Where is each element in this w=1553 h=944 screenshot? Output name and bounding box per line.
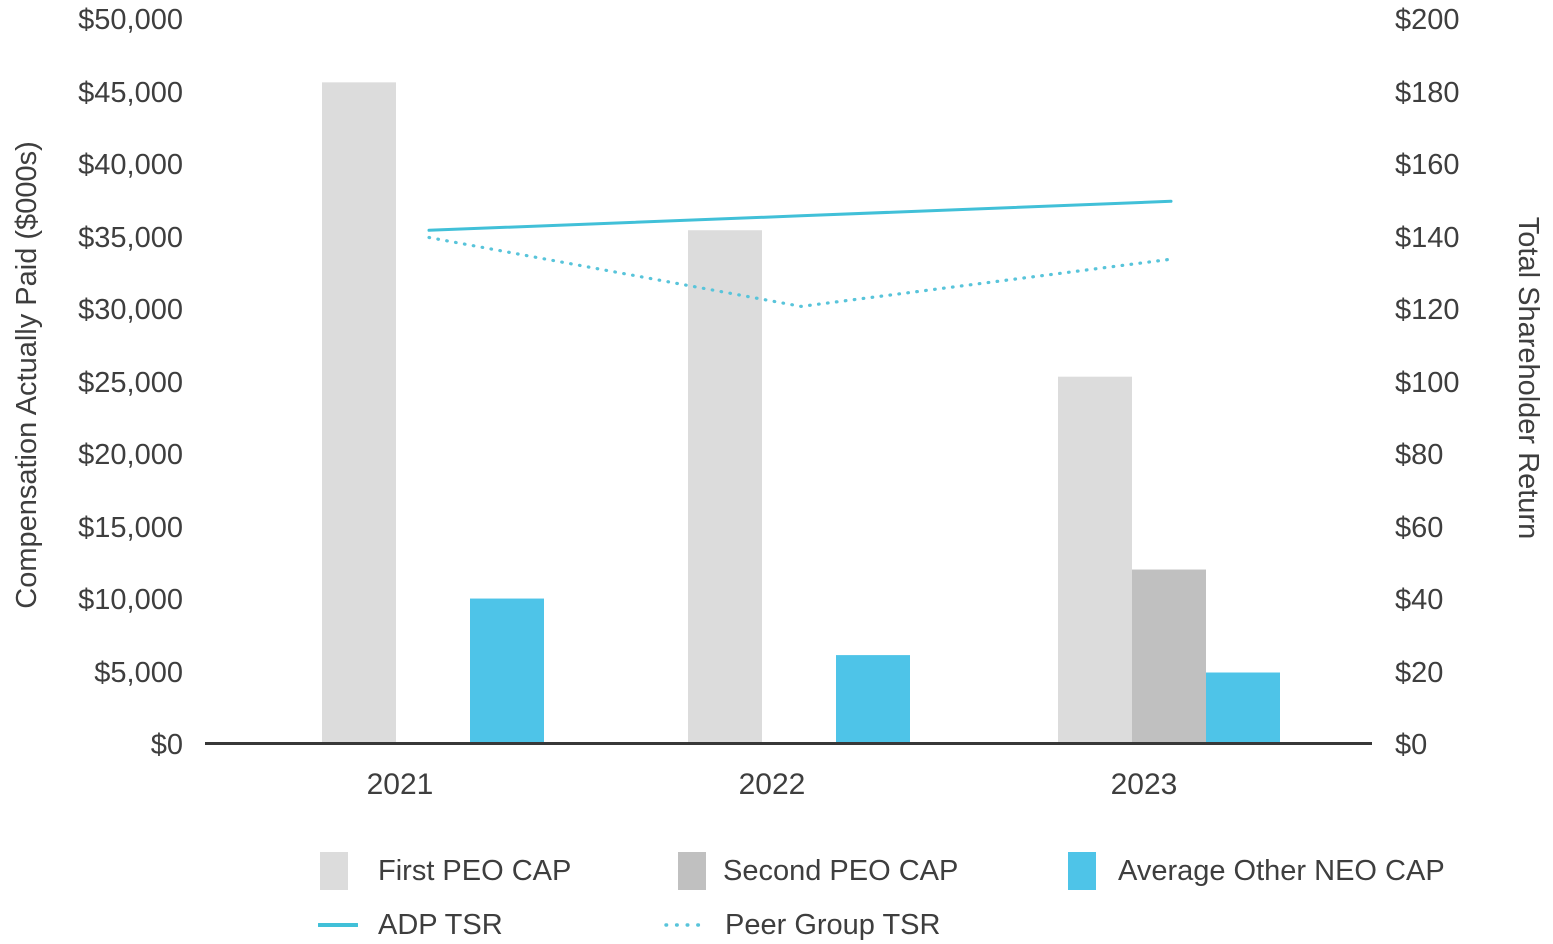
left-tick-label: $50,000 — [78, 4, 183, 36]
right-tick-label: $140 — [1395, 221, 1460, 254]
legend-label-adp-tsr: ADP TSR — [378, 908, 503, 941]
left-tick-label: $30,000 — [78, 294, 183, 326]
legend-swatch-second-peo-cap — [678, 852, 706, 890]
legend-label-average-other-neo-cap: Average Other NEO CAP — [1118, 854, 1445, 887]
right-tick-label: $180 — [1395, 76, 1460, 109]
x-axis-label-2022: 2022 — [738, 768, 806, 801]
left-tick-label: $5,000 — [94, 656, 183, 689]
right-tick-label: $200 — [1395, 4, 1460, 36]
line-adp-tsr — [427, 199, 1173, 232]
left-tick-label: $10,000 — [78, 584, 183, 616]
x-axis-label-2021: 2021 — [366, 768, 434, 801]
bar-first-peo-cap-2021 — [322, 82, 396, 745]
right-tick-label: $40 — [1395, 584, 1444, 616]
legend-swatch-average-other-neo-cap — [1068, 852, 1096, 890]
left-tick-label: $25,000 — [78, 366, 183, 399]
legend-label-second-peo-cap: Second PEO CAP — [723, 854, 959, 887]
legend-item-adp-tsr: ADP TSR — [318, 906, 503, 944]
left-tick-label: $45,000 — [78, 76, 183, 109]
right-tick-label: $0 — [1395, 729, 1428, 761]
bar-average-other-neo-cap-2022 — [836, 655, 910, 744]
right-tick-label: $160 — [1395, 149, 1460, 181]
bar-first-peo-cap-2023 — [1058, 376, 1132, 744]
legend-label-peer-group-tsr: Peer Group TSR — [725, 908, 941, 941]
legend-item-peer-group-tsr: Peer Group TSR — [663, 906, 940, 944]
left-tick-label: $20,000 — [78, 439, 183, 471]
left-tick-label: $40,000 — [78, 149, 183, 181]
legend-swatch-adp-tsr — [318, 923, 358, 927]
left-tick-label: $15,000 — [78, 511, 183, 544]
legend-swatch-peer-group-tsr — [664, 923, 702, 927]
legend-swatch-first-peo-cap — [320, 852, 348, 890]
bar-second-peo-cap-2023 — [1132, 569, 1206, 744]
right-tick-label: $60 — [1395, 511, 1444, 544]
line-peer-group-tsr — [427, 235, 1173, 309]
left-tick-label: $0 — [150, 729, 183, 761]
left-tick-label: $35,000 — [78, 221, 183, 254]
right-tick-label: $20 — [1395, 656, 1444, 689]
right-tick-label: $120 — [1395, 294, 1460, 326]
right-tick-label: $100 — [1395, 366, 1460, 399]
legend-label-first-peo-cap: First PEO CAP — [378, 854, 572, 887]
bar-average-other-neo-cap-2023 — [1206, 672, 1280, 744]
x-axis-label-2023: 2023 — [1110, 768, 1178, 801]
legend-item-average-other-neo-cap: Average Other NEO CAP — [1068, 852, 1445, 890]
legend-item-first-peo-cap: First PEO CAP — [320, 852, 571, 890]
bar-average-other-neo-cap-2021 — [470, 598, 544, 744]
legend-item-second-peo-cap: Second PEO CAP — [678, 852, 958, 890]
bar-first-peo-cap-2022 — [688, 230, 762, 744]
right-tick-label: $80 — [1395, 439, 1444, 471]
